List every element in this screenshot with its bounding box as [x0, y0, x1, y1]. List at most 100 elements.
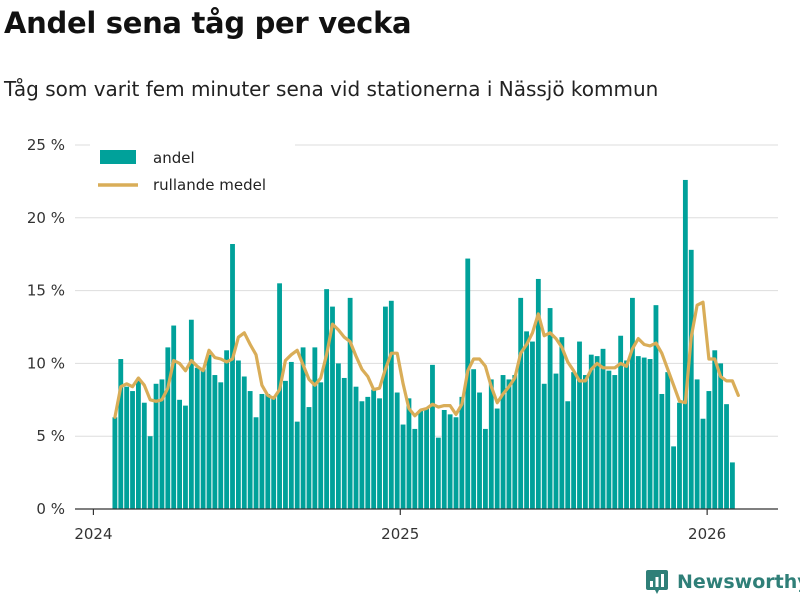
bar-andel: [488, 379, 494, 509]
bar-andel: [500, 375, 506, 509]
bar-andel: [365, 396, 371, 509]
bar-andel: [141, 402, 147, 509]
bar-andel: [194, 367, 200, 509]
bar-andel: [729, 462, 735, 509]
bar-andel: [165, 347, 171, 509]
x-tick-label: 2026: [688, 525, 726, 543]
bar-andel: [118, 359, 124, 509]
bar-andel: [530, 341, 535, 509]
bar-andel: [312, 347, 318, 509]
bar-andel: [159, 379, 165, 509]
bar-andel: [394, 392, 400, 509]
y-tick-label: 20 %: [27, 209, 65, 227]
bar-andel: [147, 436, 153, 509]
bar-andel: [153, 383, 159, 509]
bar-andel: [206, 354, 212, 509]
bar-andel: [359, 401, 365, 509]
bar-andel: [294, 421, 300, 509]
bar-andel: [400, 424, 406, 509]
bar-andel: [477, 392, 482, 509]
bar-andel: [465, 258, 471, 509]
bar-series-andel: [112, 179, 735, 509]
line-rullande-medel: [113, 300, 740, 419]
bar-andel: [418, 409, 424, 509]
bar-andel: [594, 356, 600, 509]
bar-andel: [506, 379, 512, 509]
legend: andel rullande medel: [90, 143, 295, 198]
newsworthy-brand: Newsworthy: [645, 569, 800, 595]
bar-andel: [712, 350, 718, 509]
brand-name: Newsworthy: [677, 571, 800, 593]
bar-andel: [700, 418, 706, 509]
chart-subtitle: Tåg som varit fem minuter sena vid stati…: [4, 77, 659, 101]
bar-andel: [447, 414, 453, 509]
bar-andel: [388, 300, 394, 509]
bar-andel: [212, 375, 218, 509]
y-tick-label: 25 %: [27, 136, 65, 154]
bar-andel: [265, 393, 271, 509]
legend-label-andel: andel: [153, 149, 195, 167]
bar-andel: [435, 437, 441, 509]
legend-label-rullande-medel: rullande medel: [153, 176, 266, 194]
bar-andel: [671, 446, 677, 509]
bar-andel: [694, 379, 700, 509]
bar-andel: [682, 179, 688, 509]
bar-andel: [535, 278, 541, 509]
bar-andel: [171, 325, 177, 509]
y-tick-label: 0 %: [36, 500, 65, 518]
bar-andel: [230, 244, 235, 509]
bar-andel: [624, 360, 629, 509]
bar-andel: [371, 389, 377, 509]
bar-andel: [647, 359, 653, 509]
bar-andel: [183, 405, 188, 509]
bar-andel: [718, 363, 724, 509]
bar-andel: [459, 396, 465, 509]
bar-andel: [494, 408, 500, 509]
bar-andel: [424, 408, 430, 509]
bar-andel: [253, 417, 259, 509]
bar-andel: [324, 289, 330, 509]
bar-andel: [641, 357, 647, 509]
bar-andel: [577, 341, 582, 509]
bar-andel: [306, 407, 312, 509]
bar-andel: [277, 283, 282, 509]
bar-andel: [124, 386, 130, 509]
bar-andel: [177, 399, 182, 509]
bar-andel: [200, 369, 206, 509]
y-tick-label: 10 %: [27, 354, 65, 372]
bar-andel: [347, 297, 353, 509]
bar-andel: [559, 337, 565, 509]
bar-andel: [335, 363, 341, 509]
bar-andel: [512, 375, 518, 509]
bar-andel: [630, 297, 635, 509]
bar-andel: [224, 350, 230, 509]
bar-andel: [688, 249, 694, 509]
bar-andel: [130, 391, 135, 509]
bar-andel: [241, 376, 247, 509]
bar-andel: [430, 364, 435, 509]
bar-andel: [377, 398, 382, 509]
bar-andel: [659, 393, 665, 509]
chart-title: Andel sena tåg per vecka: [4, 6, 412, 40]
bar-andel: [547, 308, 553, 509]
bar-andel: [300, 347, 306, 509]
bar-andel: [218, 382, 224, 509]
bar-andel: [235, 360, 241, 509]
newsworthy-logo-icon: [646, 570, 668, 594]
bar-andel: [706, 391, 712, 509]
bar-andel: [565, 401, 571, 509]
bar-andel: [406, 398, 412, 509]
line-series-rullande-medel: [113, 300, 740, 419]
bar-andel: [271, 396, 277, 509]
x-tick-label: 2025: [381, 525, 419, 543]
bar-andel: [188, 319, 194, 509]
bar-andel: [136, 379, 141, 509]
bar-andel: [330, 306, 335, 509]
bar-andel: [259, 393, 265, 509]
bar-andel: [588, 354, 594, 509]
bar-andel: [600, 348, 606, 509]
bar-andel: [283, 380, 288, 509]
bar-andel: [453, 417, 459, 509]
bar-andel: [471, 369, 477, 509]
